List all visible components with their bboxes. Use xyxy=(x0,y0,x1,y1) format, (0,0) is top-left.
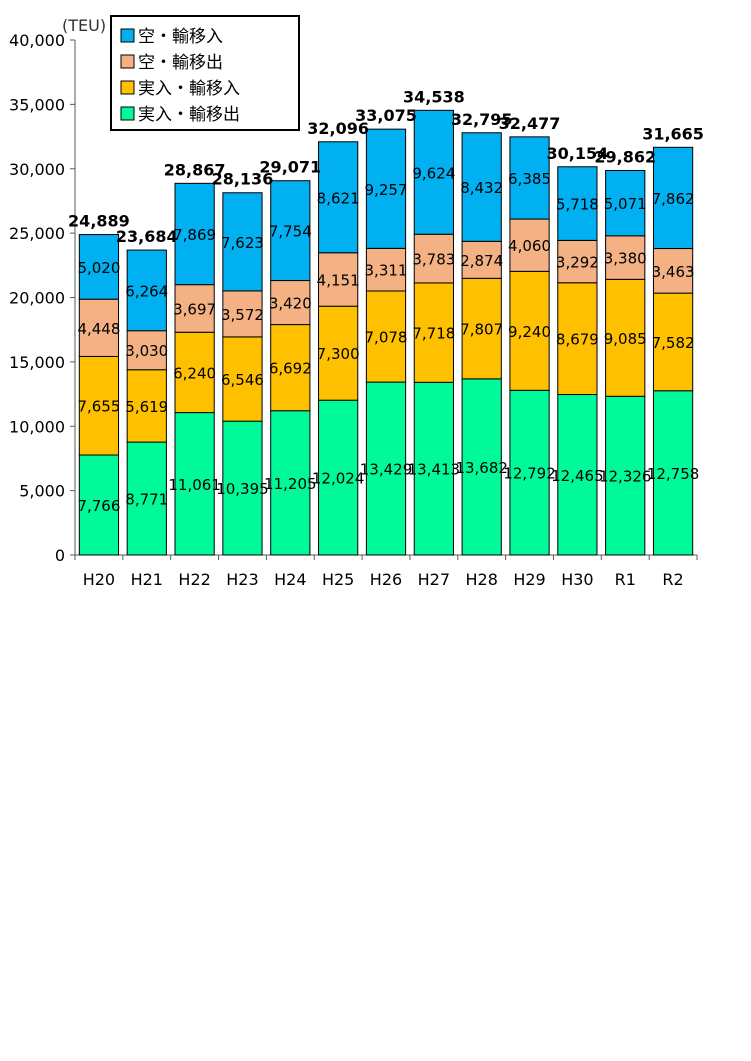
legend-label: 実入・輸移出 xyxy=(138,105,240,125)
segment-value-label: 5,020 xyxy=(77,259,120,277)
segment-value-label: 4,151 xyxy=(317,271,360,289)
segment-value-label: 6,546 xyxy=(221,371,264,389)
segment-value-label: 10,395 xyxy=(216,480,269,498)
legend-swatch xyxy=(121,55,134,68)
y-tick-label: 40,000 xyxy=(9,31,65,50)
segment-value-label: 7,078 xyxy=(365,329,408,347)
segment-value-label: 8,771 xyxy=(125,491,168,509)
segment-value-label: 6,692 xyxy=(269,360,312,378)
segment-value-label: 3,311 xyxy=(365,262,408,280)
legend-label: 空・輸移入 xyxy=(138,27,223,47)
legend-swatch xyxy=(121,107,134,120)
segment-value-label: 7,623 xyxy=(221,234,264,252)
segment-value-label: 5,071 xyxy=(604,195,647,213)
total-value-label: 32,477 xyxy=(499,114,561,133)
y-unit-label: (TEU) xyxy=(62,16,106,35)
segment-value-label: 6,264 xyxy=(125,282,168,300)
y-tick-label: 10,000 xyxy=(9,417,65,436)
segment-value-label: 11,061 xyxy=(168,476,221,494)
segment-value-label: 12,758 xyxy=(647,465,700,483)
x-tick-label: H25 xyxy=(322,570,354,589)
segment-value-label: 2,874 xyxy=(460,252,503,270)
segment-value-label: 11,205 xyxy=(264,475,317,493)
x-tick-label: H24 xyxy=(274,570,306,589)
segment-value-label: 3,380 xyxy=(604,250,647,268)
legend-label: 空・輸移出 xyxy=(138,53,223,73)
x-tick-label: H28 xyxy=(465,570,497,589)
segment-value-label: 12,465 xyxy=(551,467,604,485)
segment-value-label: 7,862 xyxy=(652,190,695,208)
segment-value-label: 9,085 xyxy=(604,330,647,348)
x-tick-label: H22 xyxy=(178,570,210,589)
segment-value-label: 3,572 xyxy=(221,306,264,324)
segment-value-label: 3,420 xyxy=(269,295,312,313)
total-value-label: 29,071 xyxy=(259,158,321,177)
y-tick-label: 30,000 xyxy=(9,160,65,179)
x-tick-label: H23 xyxy=(226,570,258,589)
segment-value-label: 3,463 xyxy=(652,263,695,281)
segment-value-label: 8,432 xyxy=(460,179,503,197)
segment-value-label: 7,582 xyxy=(652,334,695,352)
segment-value-label: 5,718 xyxy=(556,196,599,214)
x-tick-label: H26 xyxy=(370,570,402,589)
x-tick-label: H20 xyxy=(83,570,115,589)
segment-value-label: 7,766 xyxy=(77,497,120,515)
segment-value-label: 7,718 xyxy=(412,325,455,343)
y-tick-label: 15,000 xyxy=(9,353,65,372)
segment-value-label: 7,869 xyxy=(173,226,216,244)
x-tick-label: R1 xyxy=(615,570,636,589)
segment-value-label: 12,024 xyxy=(312,470,365,488)
y-tick-label: 25,000 xyxy=(9,224,65,243)
total-value-label: 34,538 xyxy=(403,87,465,106)
segment-value-label: 13,429 xyxy=(360,461,413,479)
segment-value-label: 6,385 xyxy=(508,170,551,188)
y-tick-label: 35,000 xyxy=(9,95,65,114)
segment-value-label: 12,792 xyxy=(503,465,556,483)
segment-value-label: 4,448 xyxy=(77,320,120,338)
y-tick-label: 20,000 xyxy=(9,289,65,308)
segment-value-label: 9,624 xyxy=(412,164,455,182)
segment-value-label: 7,655 xyxy=(77,398,120,416)
segment-value-label: 13,413 xyxy=(408,461,461,479)
segment-value-label: 13,682 xyxy=(455,459,508,477)
segment-value-label: 12,326 xyxy=(599,468,652,486)
segment-value-label: 5,619 xyxy=(125,398,168,416)
x-tick-label: R2 xyxy=(662,570,683,589)
segment-value-label: 8,621 xyxy=(317,189,360,207)
segment-value-label: 3,783 xyxy=(412,251,455,269)
segment-value-label: 7,754 xyxy=(269,223,312,241)
segment-value-label: 9,240 xyxy=(508,323,551,341)
segment-value-label: 9,257 xyxy=(365,181,408,199)
x-tick-label: H29 xyxy=(513,570,545,589)
x-tick-label: H27 xyxy=(418,570,450,589)
total-value-label: 31,665 xyxy=(642,124,704,143)
legend-swatch xyxy=(121,81,134,94)
total-value-label: 33,075 xyxy=(355,106,417,125)
segment-value-label: 8,679 xyxy=(556,331,599,349)
legend-swatch xyxy=(121,29,134,42)
segment-value-label: 6,240 xyxy=(173,364,216,382)
segment-value-label: 7,300 xyxy=(317,345,360,363)
x-tick-label: H21 xyxy=(131,570,163,589)
total-value-label: 23,684 xyxy=(116,227,178,246)
segment-value-label: 7,807 xyxy=(460,321,503,339)
legend-label: 実入・輸移入 xyxy=(138,79,240,99)
segment-value-label: 3,697 xyxy=(173,300,216,318)
y-tick-label: 0 xyxy=(55,546,65,565)
x-tick-label: H30 xyxy=(561,570,593,589)
total-value-label: 29,862 xyxy=(594,148,656,167)
segment-value-label: 4,060 xyxy=(508,237,551,255)
segment-value-label: 3,292 xyxy=(556,254,599,272)
container-volume-chart: 0 5,000 10,000 15,000 20,000 25,000 30,000 35,0… xyxy=(0,0,751,620)
legend: 空・輸移入空・輸移出実入・輸移入実入・輸移出 xyxy=(111,16,299,130)
stacked-bar-chart: 0 5,000 10,000 15,000 20,000 25,000 30,000 35,0… xyxy=(0,0,751,620)
y-tick-label: 5,000 xyxy=(19,482,65,501)
segment-value-label: 3,030 xyxy=(125,342,168,360)
